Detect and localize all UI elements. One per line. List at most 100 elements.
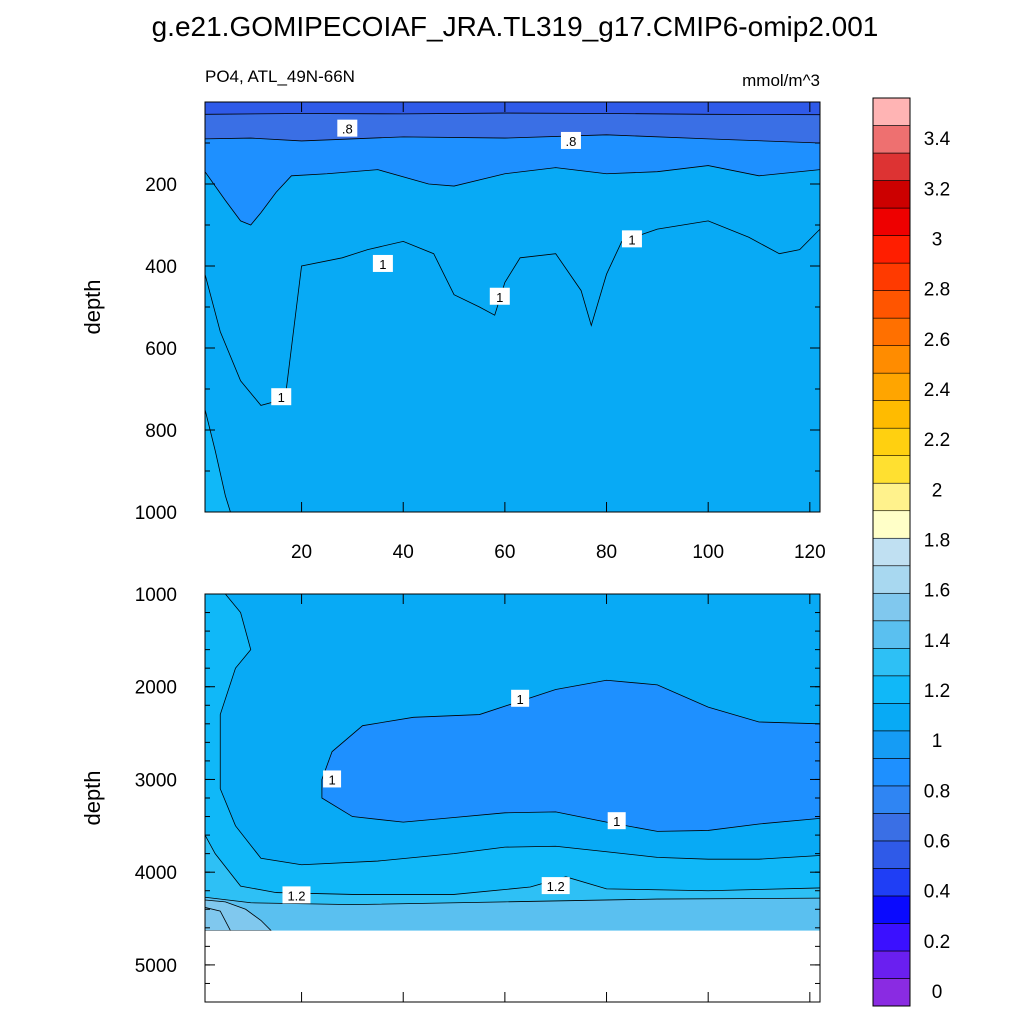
lower-contour-1.0 <box>205 594 820 866</box>
colorbar-tick-label: 1.2 <box>924 681 950 702</box>
lower-y-tick-label: 4000 <box>135 863 177 884</box>
colorbar-swatch <box>872 620 911 649</box>
colorbar-swatch <box>872 648 911 677</box>
colorbar-tick-label: 1.4 <box>924 631 951 652</box>
upper-contour-label: .8 <box>566 134 577 149</box>
colorbar-swatch <box>872 345 911 374</box>
colorbar-tick-label: 3.2 <box>924 179 950 200</box>
upper-y-tick-label: 1000 <box>135 503 177 524</box>
upper-contour-label-box <box>337 119 358 137</box>
upper-contour-label-box <box>621 230 642 248</box>
colorbar-swatch <box>872 262 911 291</box>
upper-x-tick-label: 120 <box>794 542 826 563</box>
lower-contour-label: 1 <box>517 692 524 707</box>
colorbar-tick-label: 3 <box>932 229 943 250</box>
upper-x-tick-label: 20 <box>291 542 312 563</box>
upper-x-tick-label: 40 <box>393 542 414 563</box>
units-label: mmol/m^3 <box>742 71 820 90</box>
colorbar-swatch <box>872 125 911 154</box>
colorbar-tick-label: 0.4 <box>924 882 951 903</box>
colorbar-tick-label: 0.6 <box>924 831 950 852</box>
upper-contour-label: .8 <box>342 122 353 137</box>
lower-plot-area: 1 1 1 1.2 1.2 <box>205 594 820 1002</box>
colorbar-swatch <box>872 978 911 1007</box>
colorbar-tick-label: 0.2 <box>924 932 950 953</box>
lower-y-tick-label: 2000 <box>135 678 177 699</box>
upper-y-tick-label: 400 <box>145 257 177 278</box>
colorbar-tick-label: 1 <box>932 731 943 752</box>
colorbar-swatch <box>872 785 911 814</box>
upper-y-axis-label: depth <box>80 279 105 334</box>
colorbar-swatch <box>872 950 911 979</box>
colorbar-tick-label: 0 <box>932 982 943 1003</box>
colorbar-swatch <box>872 758 911 787</box>
colorbar-tick-label: 2.8 <box>924 280 950 301</box>
colorbar-swatch <box>872 730 911 759</box>
colorbar-swatch <box>872 813 911 842</box>
lower-contour-1-core <box>321 679 820 832</box>
colorbar-swatch <box>872 152 911 181</box>
lower-contour-label-box <box>541 877 570 895</box>
colorbar-swatch <box>872 868 911 897</box>
upper-contour-0.8-1.0 <box>205 134 820 144</box>
colorbar-tick-label: 2 <box>932 480 943 501</box>
colorbar-swatch <box>872 97 911 126</box>
upper-y-tick-label: 200 <box>145 175 177 196</box>
colorbar-swatch <box>872 372 911 401</box>
colorbar-tick-label: 3.4 <box>924 129 951 150</box>
upper-y-tick-label: 600 <box>145 339 177 360</box>
colorbar-swatch <box>872 180 911 209</box>
lower-contour-label-box <box>323 770 342 788</box>
lower-contour-1.2 <box>205 834 820 895</box>
lower-contour-label: 1 <box>613 814 620 829</box>
lower-contour-label-box <box>607 812 626 830</box>
upper-contour-label: 1 <box>496 290 503 305</box>
lower-contour-1.4 <box>205 896 820 906</box>
upper-contour-label: 1 <box>379 257 386 272</box>
colorbar-swatch <box>872 482 911 512</box>
upper-panel: .8 .8 1 1 1 1 200 400 600 800 1000 20 40 60 80 100 120 <box>135 101 826 563</box>
colorbar-tick-label: 1.8 <box>924 530 950 551</box>
lower-y-tick-label: 5000 <box>135 956 177 977</box>
lower-contour-label: 1 <box>328 772 335 787</box>
upper-contour-label: 1 <box>628 232 635 247</box>
lower-missing-region <box>205 930 820 1002</box>
upper-contour-label: 1 <box>278 390 285 405</box>
lower-contour-label-box <box>282 886 311 904</box>
upper-contour-label-box <box>372 254 393 272</box>
colorbar-frame <box>872 97 911 1007</box>
colorbar-tick-label: 0.8 <box>924 781 950 802</box>
lower-band-1.6 <box>205 899 273 931</box>
colorbar-swatch <box>872 565 911 594</box>
upper-y-tick-label: 800 <box>145 421 177 442</box>
colorbar-swatch <box>872 923 911 952</box>
colorbar-swatch <box>872 840 911 869</box>
colorbar-swatch <box>872 895 911 924</box>
lower-y-tick-label: 1000 <box>135 585 177 606</box>
figure-title: g.e21.GOMIPECOIAF_JRA.TL319_g17.CMIP6-om… <box>152 11 879 42</box>
lower-y-axis-label: depth <box>80 770 105 825</box>
lower-panel: 1 1 1 1.2 1.2 1000 2000 3000 4000 5000 <box>135 585 821 1003</box>
upper-contour-0.6-0.8 <box>205 112 820 116</box>
colorbar-tick-label: 1.6 <box>924 581 950 602</box>
colorbar-tick-label: 2.2 <box>924 430 950 451</box>
lower-contour-1.6 <box>205 907 231 931</box>
upper-contour-label-box <box>271 388 292 406</box>
lower-contour-label: 1.2 <box>547 879 565 894</box>
colorbar-tick-label: 2.4 <box>924 380 951 401</box>
upper-contour-1.0-1.2 <box>205 165 820 226</box>
colorbar-swatch <box>872 455 911 484</box>
colorbar-swatch <box>872 537 911 567</box>
colorbar: 0 0.2 0.4 0.6 0.8 1 1.2 1.4 1.6 1.8 2 2.2 2.4 2.6 2.8 3… <box>872 97 951 1007</box>
upper-plot-area: .8 .8 1 1 1 1 <box>205 102 820 512</box>
upper-band-1.0-1.2 <box>205 165 820 512</box>
colorbar-swatch <box>872 675 911 704</box>
colorbar-swatch <box>872 290 911 319</box>
lower-y-tick-label: 3000 <box>135 770 177 791</box>
colorbar-swatch <box>872 207 911 236</box>
upper-x-tick-label: 60 <box>494 542 515 563</box>
upper-contour-label-box <box>560 131 581 149</box>
colorbar-swatch <box>872 317 911 346</box>
